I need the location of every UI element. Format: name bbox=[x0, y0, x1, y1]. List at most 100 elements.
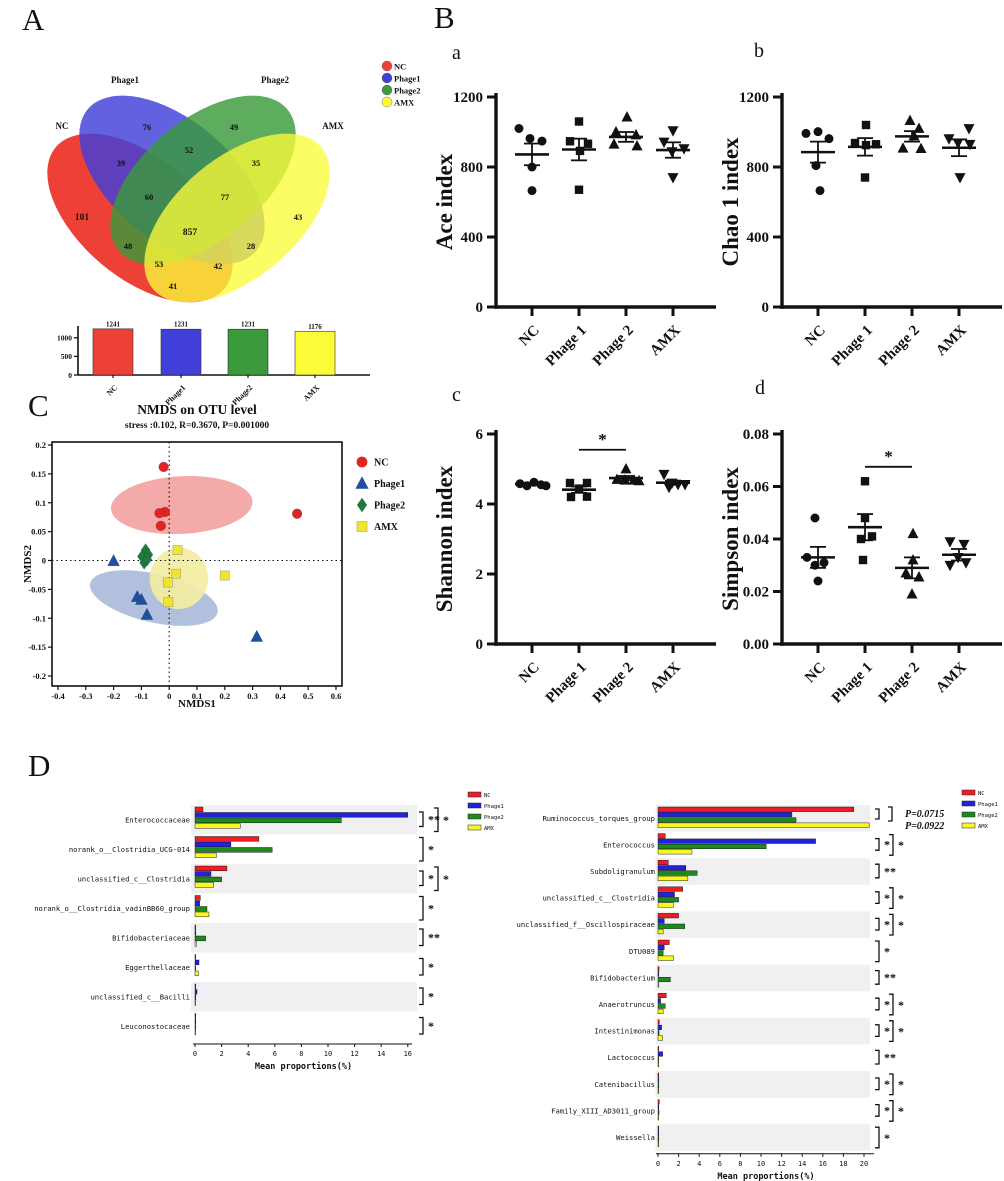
significance-bracket bbox=[875, 837, 880, 851]
proportion-bar bbox=[194, 823, 241, 829]
data-point-triangle-down bbox=[672, 480, 684, 491]
significance-bracket bbox=[434, 807, 439, 833]
x-tick-label: Phage 2 bbox=[876, 660, 923, 707]
x-tick-label: NC bbox=[802, 323, 829, 350]
y-tick-label: 0 bbox=[42, 556, 46, 566]
category-label: Weissella bbox=[616, 1133, 655, 1142]
significance-bracket bbox=[419, 895, 424, 921]
data-point-square bbox=[860, 477, 870, 486]
significance-star: * bbox=[898, 998, 904, 1012]
significance-bracket bbox=[434, 866, 439, 892]
y-tick-label: -0.2 bbox=[33, 671, 46, 681]
y-tick-label: 0.15 bbox=[31, 469, 46, 479]
proportion-bar bbox=[657, 859, 669, 866]
proportion-bar bbox=[657, 902, 674, 908]
proportion-bar bbox=[194, 989, 198, 995]
proportion-bar bbox=[657, 1046, 660, 1052]
x-tick-label: Phage 1 bbox=[829, 323, 876, 370]
venn-region-count: 49 bbox=[230, 122, 239, 132]
proportion-bar bbox=[657, 1088, 660, 1094]
category-label: unclassified_c__Clostridia bbox=[542, 894, 655, 903]
proportion-bar bbox=[657, 998, 661, 1004]
panel-a-label: A bbox=[22, 2, 45, 37]
legend-swatch bbox=[467, 824, 482, 831]
y-tick-label: 0 bbox=[68, 371, 72, 380]
category-label: Leuconostocaceae bbox=[121, 1022, 190, 1031]
category-label: Intestinimonas bbox=[594, 1027, 655, 1036]
y-tick-label: 6 bbox=[476, 427, 484, 443]
data-point-square bbox=[575, 146, 585, 156]
data-point-triangle-down bbox=[658, 469, 670, 481]
x-axis-label: Mean proportions(%) bbox=[717, 1171, 814, 1181]
significance-star: * bbox=[884, 1104, 890, 1118]
data-point-triangle-up bbox=[915, 142, 927, 154]
proportion-bar bbox=[657, 992, 667, 999]
proportion-bar bbox=[194, 970, 199, 977]
proportion-bar bbox=[657, 1030, 660, 1036]
proportion-bar bbox=[194, 1029, 197, 1036]
x-tick-label: Phage 2 bbox=[590, 660, 637, 707]
x-tick-label: 0.3 bbox=[247, 691, 258, 701]
proportion-bar bbox=[194, 865, 228, 872]
x-axis-label: NMDS1 bbox=[178, 698, 216, 710]
x-tick-label: 0.1 bbox=[192, 691, 203, 701]
proportion-bar bbox=[657, 1003, 666, 1009]
proportion-bar bbox=[657, 923, 686, 929]
proportion-bar bbox=[657, 929, 664, 935]
proportion-bar bbox=[657, 966, 660, 972]
venn-region-count: 41 bbox=[169, 281, 178, 291]
proportion-bar bbox=[657, 1072, 660, 1078]
data-point-triangle-up bbox=[608, 138, 620, 149]
data-point-circle bbox=[537, 136, 547, 146]
data-point-square bbox=[858, 555, 868, 565]
group-ellipse bbox=[110, 475, 253, 535]
subpanel-b-label: b bbox=[754, 40, 764, 62]
venn-region-count: 52 bbox=[185, 145, 194, 155]
row-band bbox=[191, 923, 417, 953]
legend-label: Phage1 bbox=[374, 479, 405, 490]
data-point-square bbox=[583, 139, 593, 148]
significance-bracket bbox=[889, 1020, 894, 1043]
proportion-bar bbox=[657, 1099, 660, 1105]
significance-star: * bbox=[898, 891, 904, 905]
significance-star: ** bbox=[428, 931, 440, 945]
proportion-bar bbox=[194, 900, 200, 907]
proportion-bar bbox=[194, 871, 212, 877]
x-tick-label: 0.5 bbox=[303, 691, 314, 701]
data-point-diamond bbox=[142, 552, 153, 567]
x-tick-label: 0 bbox=[193, 1050, 197, 1058]
y-axis-label: Simpson index bbox=[718, 467, 743, 611]
x-tick-label: 6 bbox=[273, 1050, 277, 1058]
significance-bracket bbox=[889, 913, 894, 936]
proportion-bar bbox=[657, 955, 674, 961]
proportion-bar bbox=[657, 1078, 660, 1084]
x-tick-label: NC bbox=[105, 383, 120, 398]
data-point-square bbox=[574, 185, 584, 194]
significance-bracket bbox=[419, 811, 424, 828]
x-tick-label: 2 bbox=[219, 1050, 223, 1058]
significance-star: * bbox=[428, 960, 434, 974]
data-point-triangle-up bbox=[611, 473, 623, 484]
proportion-bar bbox=[194, 841, 232, 848]
significance-star: * bbox=[884, 838, 890, 852]
significance-star: * bbox=[884, 945, 890, 959]
data-point-triangle-up bbox=[908, 129, 920, 141]
proportion-bar bbox=[194, 941, 197, 947]
panel-d-label: D bbox=[28, 748, 51, 783]
y-tick-label: -0.1 bbox=[33, 613, 46, 623]
proportion-bar bbox=[194, 882, 214, 888]
bar-value-label: 1176 bbox=[308, 323, 322, 331]
significance-star: * bbox=[884, 1024, 890, 1038]
y-tick-label: 0.02 bbox=[743, 585, 769, 601]
significance-bracket bbox=[889, 833, 894, 856]
genus-difference-bar-chart: NC Phage1 Phage2 AMX Ruminococcus_torques_gr… bbox=[517, 789, 998, 1181]
legend-swatch bbox=[381, 96, 393, 108]
proportion-bar bbox=[194, 847, 273, 853]
proportion-bar bbox=[657, 875, 689, 881]
y-tick-label: 0.06 bbox=[743, 480, 770, 496]
data-point-square bbox=[850, 138, 860, 148]
data-point-triangle-down bbox=[964, 139, 976, 151]
data-point-triangle-down bbox=[678, 144, 690, 155]
significance-bracket bbox=[419, 957, 424, 976]
